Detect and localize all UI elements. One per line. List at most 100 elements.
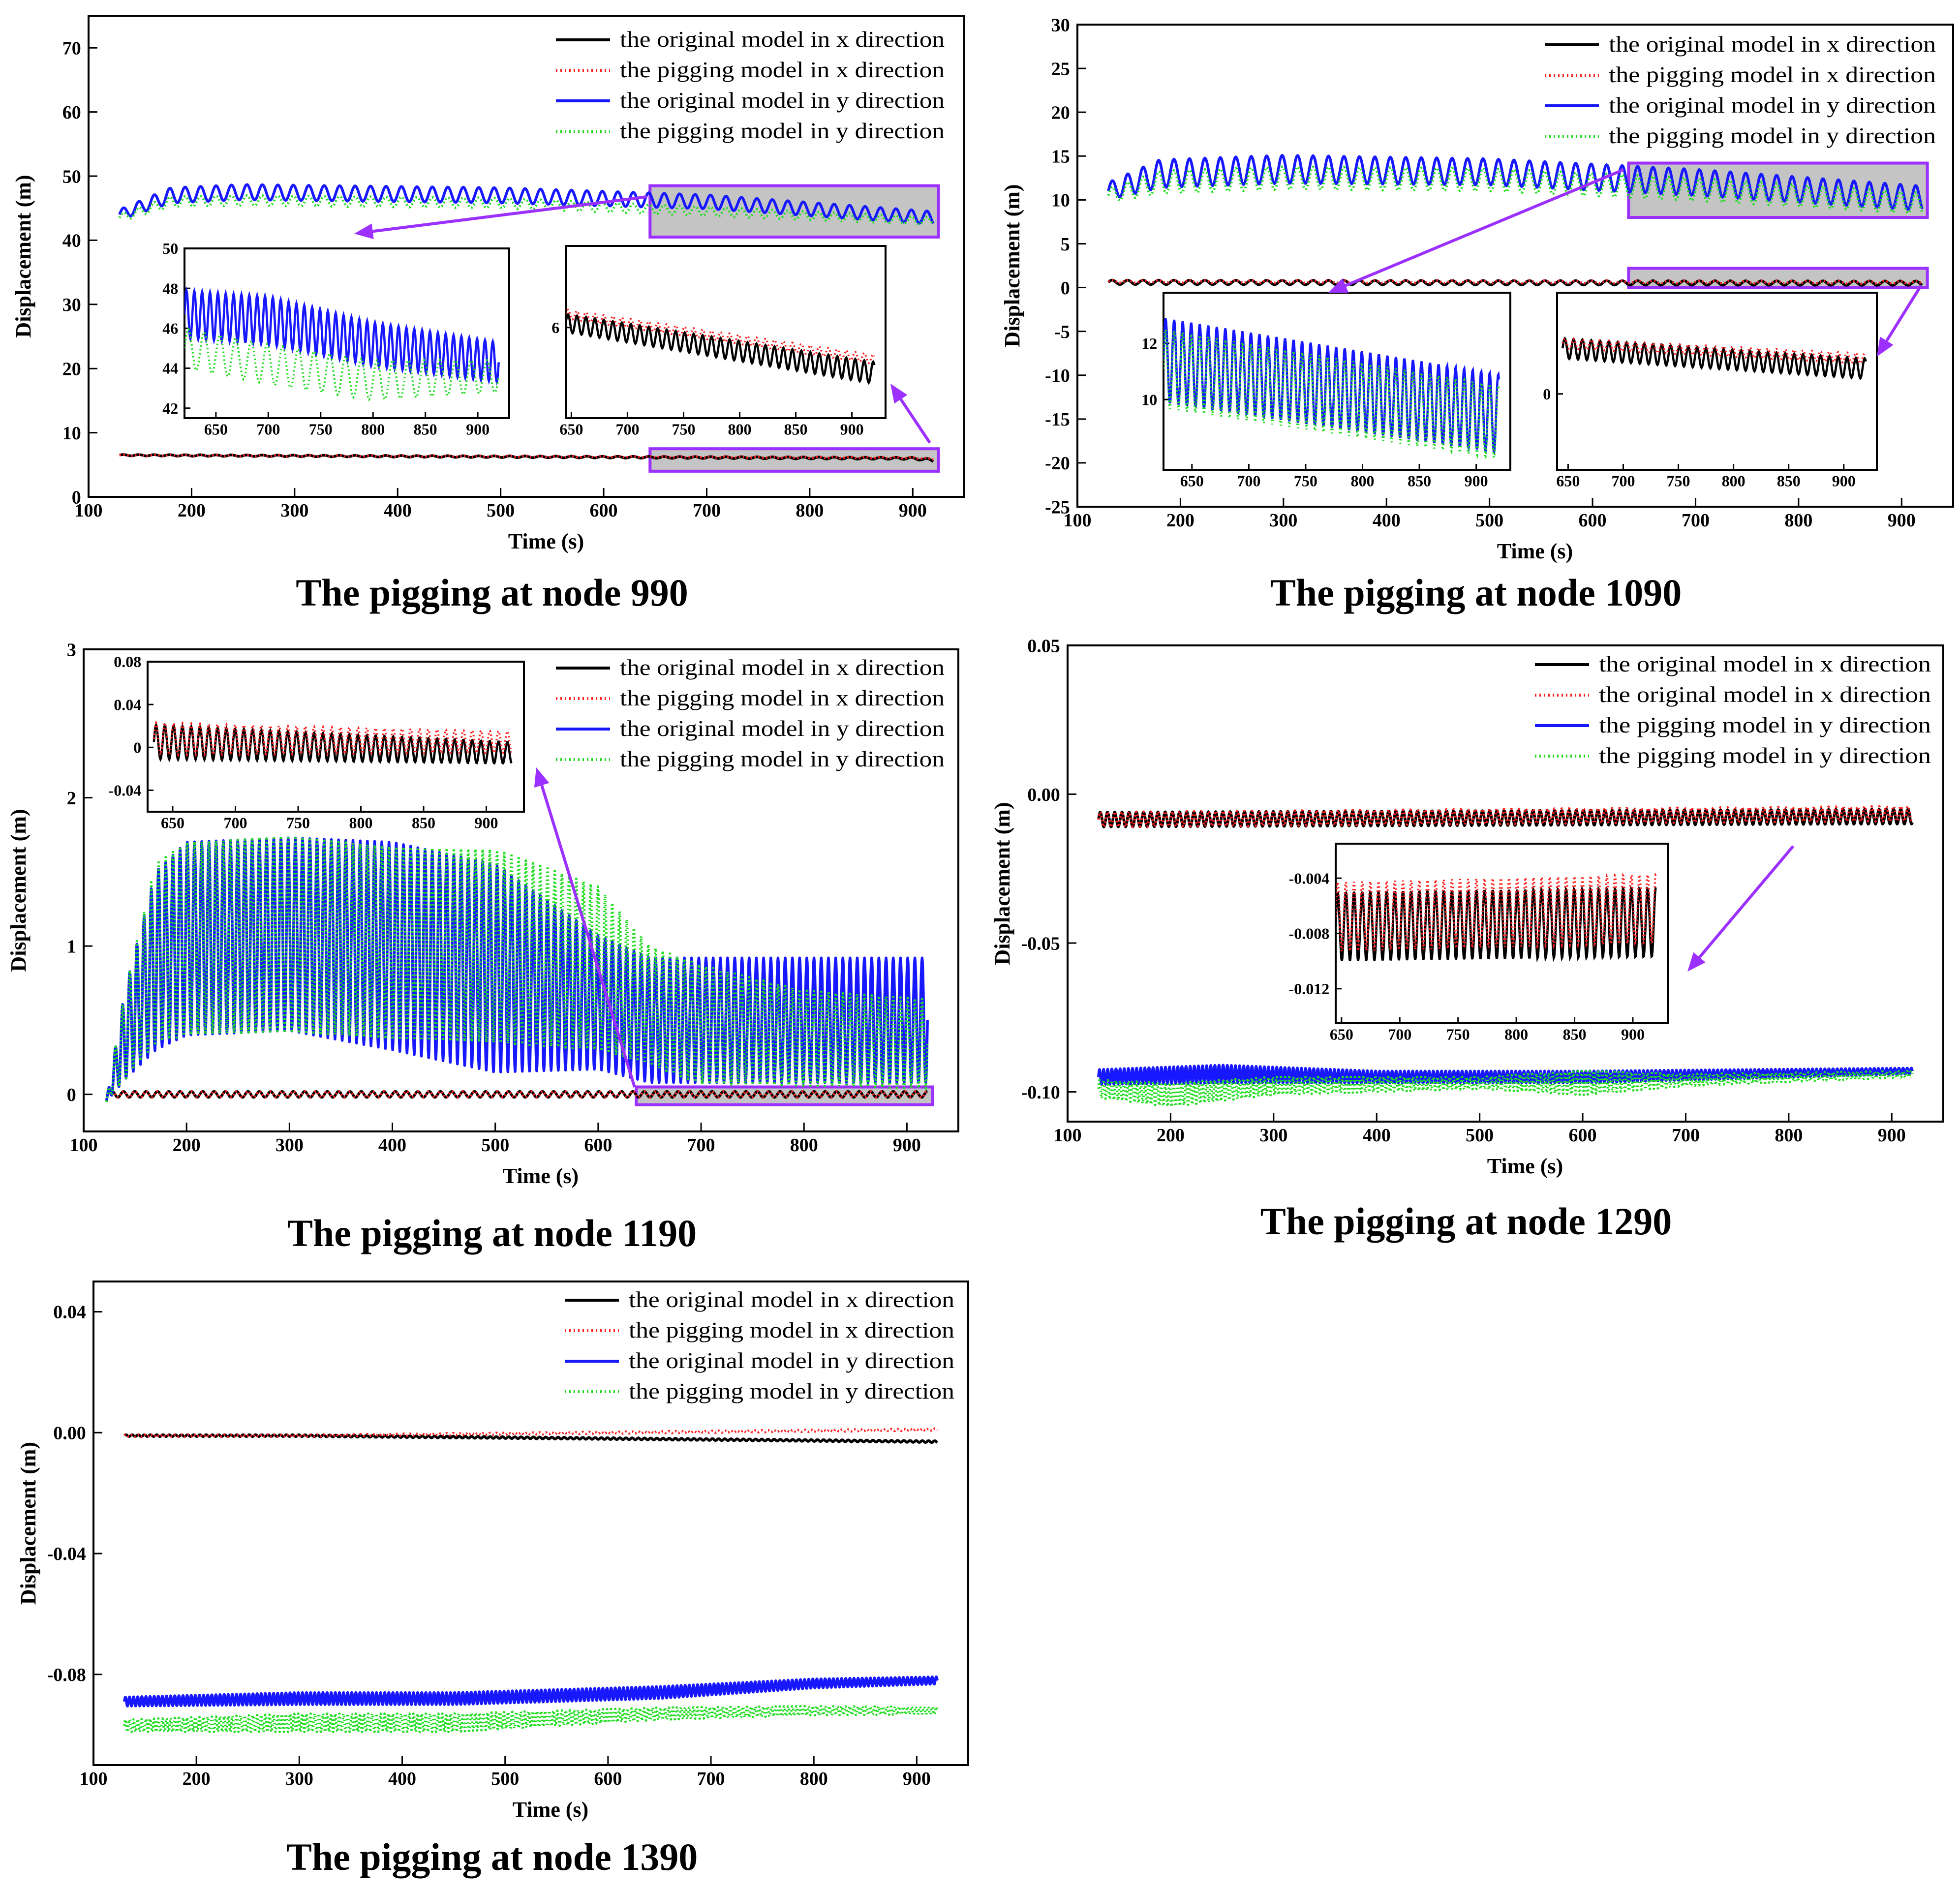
node1190-xtick-label: 500 (481, 1135, 509, 1156)
node1290-ytick-label: -0.10 (1021, 1082, 1060, 1103)
node1190-legend-label: the original model in y direction (620, 716, 945, 741)
caption-node1190: The pigging at node 1190 (287, 1212, 697, 1254)
node1190-xtick-label: 600 (584, 1135, 612, 1156)
node1390-xlabel: Time (s) (513, 1798, 588, 1822)
node1190-series-pig_y (105, 836, 929, 1102)
node1190-inset-0-ytick-label: 0.04 (114, 696, 141, 713)
node1290-inset-0-xtick-label: 750 (1446, 1026, 1470, 1043)
node990-xtick-label: 700 (693, 500, 721, 521)
node1290-ytick-label: -0.05 (1021, 933, 1060, 954)
node1090-arrow-0 (1345, 168, 1624, 287)
node1190-ylabel: Displacement (m) (6, 809, 31, 972)
node990-ytick-label: 0 (72, 487, 81, 508)
node1390-series-orig_y (123, 1675, 939, 1708)
node1390-xtick-label: 400 (388, 1769, 416, 1789)
node1090-ytick-label: 10 (1051, 190, 1070, 211)
node1090-inset-0-xtick-label: 800 (1351, 472, 1375, 490)
caption-node1090: The pigging at node 1090 (1270, 571, 1682, 614)
node990-inset-1-xtick-label: 900 (840, 421, 864, 438)
node990-inset-1-ytick-label: 6 (551, 319, 559, 336)
node1090-inset-0-xtick-label: 650 (1180, 472, 1204, 490)
node1190-inset-0-frame (147, 661, 525, 813)
node990-inset-0-frame (184, 247, 510, 419)
node990-arrow-1 (899, 398, 931, 444)
node1190-inset-0-xtick-label: 700 (224, 814, 247, 832)
node1390-xtick-label: 200 (183, 1769, 211, 1789)
node1090-inset-0-xtick-label: 750 (1294, 472, 1317, 490)
node1190-xtick-label: 300 (276, 1135, 304, 1156)
node1390-series-pig_y (123, 1705, 939, 1733)
node990-inset-0-xtick-label: 900 (466, 421, 490, 438)
node1190-inset-0-ytick-label: -0.04 (109, 782, 142, 799)
node990-legend-label: the pigging model in x direction (620, 57, 945, 82)
node1190-inset-0-xtick-label: 750 (286, 814, 310, 832)
node1290-inset-0-xtick-label: 800 (1504, 1026, 1528, 1043)
node1090-inset-series-orig_x (1561, 336, 1867, 380)
node1390-xtick-label: 700 (697, 1769, 725, 1789)
node1290-inset-0-ytick-label: -0.008 (1289, 925, 1330, 943)
node990-inset-series-pig_x (566, 308, 875, 365)
node990-legend-label: the pigging model in y direction (620, 118, 945, 143)
node1190-xtick-label: 200 (173, 1135, 201, 1156)
node1190-xtick-label: 700 (687, 1135, 715, 1156)
node1390-xtick-label: 500 (491, 1769, 519, 1789)
node1190-inset-0-xtick-label: 850 (412, 814, 435, 832)
node1090-legend: the original model in x direction the pig… (1545, 31, 1936, 148)
node1190-xtick-label: 100 (70, 1135, 98, 1156)
node1090-series-pig_y (1107, 165, 1924, 214)
node1090-xtick-label: 900 (1888, 510, 1916, 531)
node1390-legend-label: the original model in x direction (629, 1287, 954, 1312)
node1190-legend-label: the pigging model in y direction (620, 746, 945, 771)
node1090-xtick-label: 700 (1682, 510, 1710, 531)
node990-arrowhead-0 (354, 223, 374, 240)
node990-inset-0-xtick-label: 800 (361, 421, 385, 438)
node990-ylabel: Displacement (m) (11, 175, 35, 337)
node990-xtick-label: 200 (178, 500, 206, 521)
node990-inset-1-xtick-label: 700 (615, 421, 639, 438)
node1090-ylabel: Displacement (m) (1000, 184, 1024, 347)
node990-xlabel: Time (s) (508, 529, 584, 553)
caption-node1390: The pigging at node 1390 (286, 1835, 698, 1878)
node1090-ytick-label: 30 (1051, 15, 1070, 35)
node1090-ytick-label: 25 (1051, 59, 1070, 79)
node990-series-orig_y (118, 183, 935, 225)
node1090-legend-label: the pigging model in x direction (1609, 62, 1936, 87)
node990-legend: the original model in x direction the pig… (556, 27, 945, 143)
node990-ytick-label: 40 (62, 231, 81, 251)
node1390-ytick-label: 0.00 (53, 1423, 86, 1443)
node1190-ytick-label: 1 (67, 936, 76, 957)
node1190-inset-0-ytick-label: 0 (133, 738, 141, 756)
node1390-series-orig_x (123, 1433, 939, 1444)
node1090-series-pig_x (1107, 278, 1923, 285)
node1190-legend-label: the pigging model in x direction (620, 685, 945, 710)
node1390-xtick-label: 800 (800, 1769, 828, 1789)
node1190-ytick-label: 0 (67, 1085, 76, 1105)
node1190-xlabel: Time (s) (503, 1164, 579, 1188)
node1190-xtick-label: 800 (790, 1135, 818, 1156)
node1090-ytick-label: 0 (1061, 278, 1070, 299)
node1090-arrowhead-1 (1877, 336, 1894, 357)
node990-inset-series-orig_x (566, 312, 876, 385)
node1190-arrow-0 (540, 785, 636, 1088)
node1090-xtick-label: 300 (1269, 510, 1297, 531)
node1290-legend-label: the original model in x direction (1599, 651, 1931, 676)
node990-inset-1-frame (565, 245, 887, 419)
node1390-legend-label: the original model in y direction (629, 1348, 954, 1373)
chart-node1390: 100 200 300 400 500 600 700 800 900 -0.08 -0.04 0.0… (16, 1281, 969, 1822)
node1390-legend-label: the pigging model in y direction (629, 1378, 954, 1403)
node990-xtick-label: 300 (280, 500, 308, 521)
node990-ytick-label: 30 (62, 295, 81, 315)
node1090-inset-1-frame (1556, 292, 1878, 471)
node1290-xtick-label: 100 (1054, 1125, 1082, 1146)
node1290-inset-series-orig_x (1336, 885, 1657, 963)
node1090-inset-series-pig_y (1164, 329, 1500, 461)
node1390-ytick-label: -0.08 (47, 1665, 86, 1685)
node990-inset-0-ytick-label: 44 (162, 360, 178, 377)
node1290-xtick-label: 800 (1775, 1125, 1803, 1146)
node1190-inset-0-xtick-label: 650 (161, 814, 184, 832)
node1090-ytick-label: 20 (1051, 102, 1070, 123)
node1090-xtick-label: 500 (1475, 510, 1503, 531)
node1090-inset-1-xtick-label: 900 (1832, 472, 1856, 490)
node1290-legend-label: the pigging model in y direction (1599, 712, 1931, 737)
